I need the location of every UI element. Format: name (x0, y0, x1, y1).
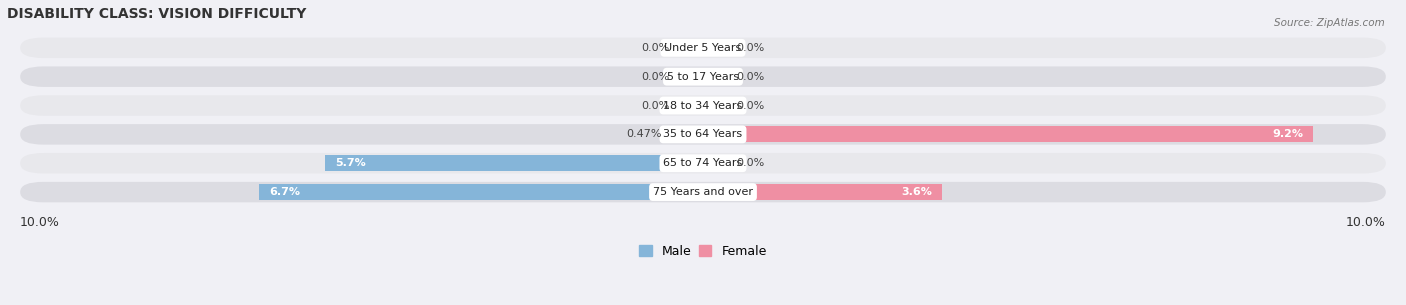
FancyBboxPatch shape (20, 153, 1386, 174)
Bar (703, 184, 942, 200)
FancyBboxPatch shape (20, 182, 1386, 202)
Text: 0.47%: 0.47% (627, 129, 662, 139)
Text: 5 to 17 Years: 5 to 17 Years (666, 72, 740, 82)
Text: 6.7%: 6.7% (269, 187, 299, 197)
Text: 5.7%: 5.7% (335, 158, 366, 168)
FancyBboxPatch shape (20, 95, 1386, 116)
Text: Under 5 Years: Under 5 Years (665, 43, 741, 53)
Text: 0.0%: 0.0% (641, 43, 669, 53)
FancyBboxPatch shape (20, 124, 1386, 145)
FancyBboxPatch shape (20, 66, 1386, 87)
Bar (325, 155, 703, 171)
FancyBboxPatch shape (20, 38, 1386, 58)
Text: Source: ZipAtlas.com: Source: ZipAtlas.com (1274, 18, 1385, 28)
Text: 18 to 34 Years: 18 to 34 Years (664, 101, 742, 110)
Text: 0.0%: 0.0% (737, 43, 765, 53)
Legend: Male, Female: Male, Female (634, 240, 772, 263)
Text: 65 to 74 Years: 65 to 74 Years (664, 158, 742, 168)
Text: 0.0%: 0.0% (641, 101, 669, 110)
Bar (672, 127, 703, 142)
Bar (259, 184, 703, 200)
Text: 9.2%: 9.2% (1272, 129, 1303, 139)
Text: DISABILITY CLASS: VISION DIFFICULTY: DISABILITY CLASS: VISION DIFFICULTY (7, 7, 307, 21)
Text: 0.0%: 0.0% (737, 101, 765, 110)
Bar (703, 127, 1313, 142)
Text: 0.0%: 0.0% (737, 158, 765, 168)
Text: 75 Years and over: 75 Years and over (652, 187, 754, 197)
Text: 35 to 64 Years: 35 to 64 Years (664, 129, 742, 139)
Text: 0.0%: 0.0% (641, 72, 669, 82)
Text: 3.6%: 3.6% (901, 187, 932, 197)
Text: 0.0%: 0.0% (737, 72, 765, 82)
